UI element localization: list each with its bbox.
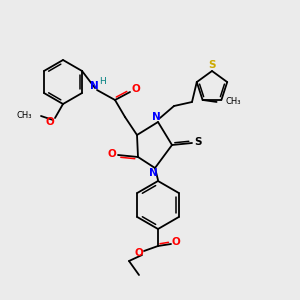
- Text: N: N: [152, 112, 160, 122]
- Text: O: O: [172, 237, 180, 247]
- Text: O: O: [46, 117, 54, 127]
- Text: O: O: [108, 149, 116, 159]
- Text: O: O: [135, 248, 143, 258]
- Text: S: S: [208, 60, 216, 70]
- Text: N: N: [90, 81, 98, 91]
- Text: CH₃: CH₃: [226, 98, 241, 106]
- Text: O: O: [132, 84, 140, 94]
- Text: H: H: [99, 76, 105, 85]
- Text: S: S: [194, 137, 202, 147]
- Text: CH₃: CH₃: [16, 112, 32, 121]
- Text: N: N: [148, 168, 158, 178]
